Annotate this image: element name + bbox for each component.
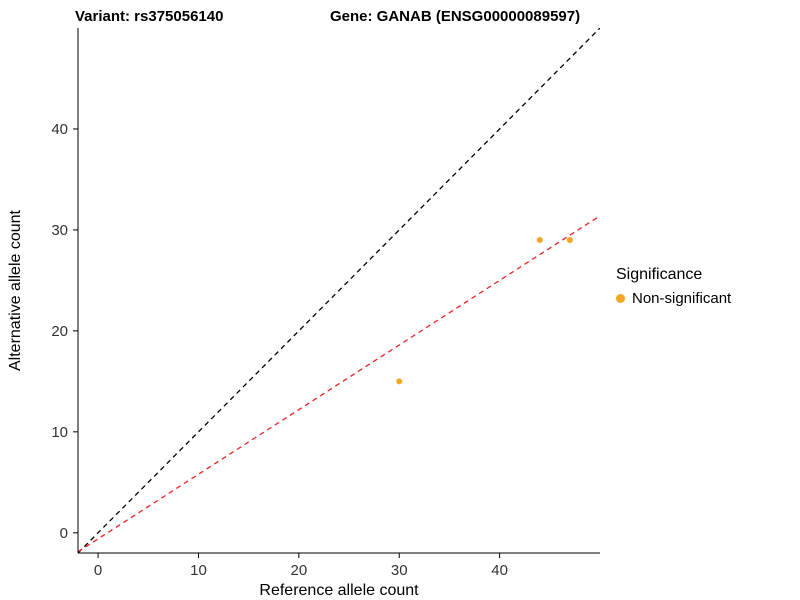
axis-ticks: 0 10 20 30 40 0 10 20 30 40 [51, 121, 508, 579]
x-tick-label: 10 [190, 562, 207, 579]
data-points [396, 237, 573, 385]
data-point [566, 237, 573, 244]
data-point [396, 378, 403, 385]
legend-item: Non-significant [616, 290, 731, 307]
legend-title: Significance [616, 266, 703, 283]
y-tick-label: 0 [60, 525, 68, 542]
x-tick-label: 20 [291, 562, 308, 579]
legend-item-label: Non-significant [632, 290, 732, 307]
y-tick-label: 20 [51, 323, 68, 340]
axes [77, 28, 600, 554]
y-tick-label: 40 [51, 121, 68, 138]
x-tick-label: 30 [391, 562, 408, 579]
fit-line [78, 215, 600, 553]
x-axis-title: Reference allele count [259, 582, 419, 599]
data-point [536, 237, 543, 244]
y-tick-label: 30 [51, 222, 68, 239]
y-axis-title: Alternative allele count [7, 209, 24, 371]
legend-point-icon [616, 294, 625, 303]
reference-lines [78, 28, 600, 553]
x-tick-label: 40 [491, 562, 508, 579]
y-tick-label: 10 [51, 424, 68, 441]
identity-line [78, 28, 600, 553]
gene-title: Gene: GANAB (ENSG00000089597) [330, 8, 581, 25]
variant-title: Variant: rs375056140 [75, 8, 224, 25]
x-tick-label: 0 [94, 562, 102, 579]
legend: Significance Non-significant [616, 266, 731, 307]
